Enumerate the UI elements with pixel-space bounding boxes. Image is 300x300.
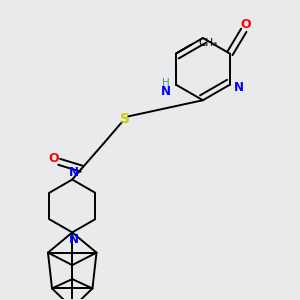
Text: N: N: [233, 81, 244, 94]
Text: S: S: [120, 112, 130, 126]
Text: CH₃: CH₃: [199, 38, 218, 48]
Text: O: O: [240, 18, 251, 31]
Text: O: O: [48, 152, 59, 165]
Text: N: N: [69, 233, 79, 246]
Text: N: N: [69, 166, 79, 179]
Text: H: H: [162, 78, 170, 88]
Text: N: N: [161, 85, 171, 98]
